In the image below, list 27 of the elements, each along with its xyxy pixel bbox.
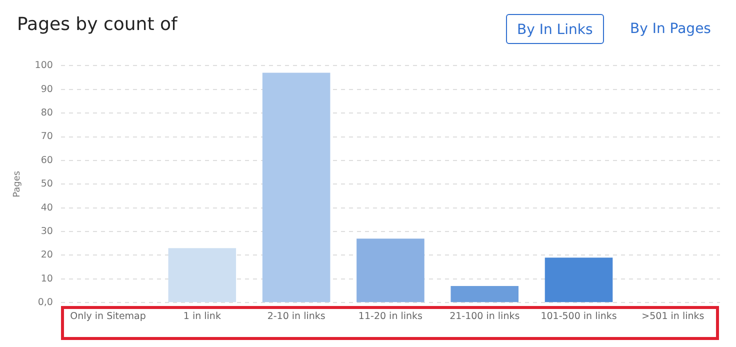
y-tick-label: 90	[40, 84, 53, 95]
bar	[262, 72, 330, 302]
y-tick-label: 70	[40, 131, 53, 142]
y-tick-label: 50	[40, 178, 53, 190]
y-tick-label: 80	[40, 108, 53, 119]
bar	[544, 258, 613, 302]
y-tick-label: 40	[40, 202, 53, 214]
chart-title: Pages by count of	[17, 14, 178, 35]
y-tick-label: 30	[40, 226, 53, 237]
y-tick-label: 10	[40, 273, 53, 284]
y-tick-label: 0,0	[38, 297, 53, 308]
x-tick-label: 11-20 in links	[358, 310, 423, 322]
bar	[168, 248, 236, 302]
y-tick-label: 20	[40, 250, 53, 261]
x-tick-label: Only in Sitemap	[70, 310, 146, 322]
y-tick-label: 60	[40, 154, 53, 166]
text: By In Links	[506, 14, 604, 44]
text: By In Pages	[629, 20, 712, 39]
x-tick-label: 1 in link	[183, 310, 222, 322]
x-tick-label: 101-500 in links	[540, 310, 617, 322]
bar	[356, 238, 424, 302]
y-tick-label: 100	[34, 60, 53, 72]
x-tick-label: >501 in links	[642, 310, 704, 322]
bar	[450, 286, 519, 302]
x-tick-label: 2-10 in links	[267, 310, 326, 322]
x-tick-label: 21-100 in links	[450, 310, 520, 322]
y-axis-title: Pages	[12, 170, 23, 198]
